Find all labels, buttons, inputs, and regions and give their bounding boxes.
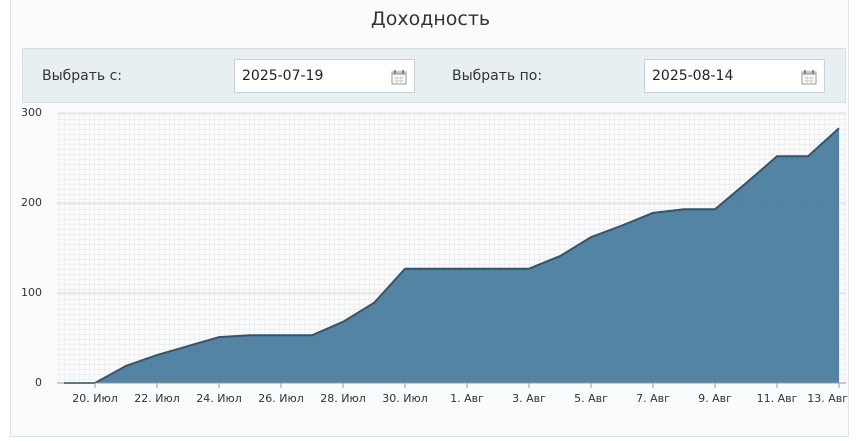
x-tick-label: 22. Июл — [134, 392, 180, 405]
filter-bar: Выбрать с: 2025-07-19 Выбрать по: 2025-0… — [22, 48, 846, 103]
x-tick-label: 7. Авг — [636, 392, 670, 405]
x-tick-label: 1. Авг — [450, 392, 484, 405]
to-label: Выбрать по: — [452, 68, 543, 84]
y-tick-label: 200 — [21, 196, 42, 209]
calendar-icon[interactable] — [391, 69, 407, 85]
x-tick-label: 28. Июл — [320, 392, 366, 405]
x-tick-label: 26. Июл — [258, 392, 304, 405]
y-tick-label: 0 — [35, 376, 42, 389]
to-value: 2025-08-14 — [652, 68, 734, 84]
y-tick-label: 100 — [21, 286, 42, 299]
from-value: 2025-07-19 — [242, 68, 324, 84]
calendar-icon[interactable] — [801, 69, 817, 85]
x-tick-label: 30. Июл — [382, 392, 428, 405]
area-line — [64, 127, 840, 384]
page-title: Доходность — [370, 8, 491, 30]
x-tick-label: 11. Авг — [757, 392, 798, 405]
x-tick-label: 3. Авг — [512, 392, 546, 405]
area — [64, 128, 839, 383]
to-input[interactable]: 2025-08-14 — [644, 59, 825, 93]
x-tick-label: 13. Авг — [807, 392, 848, 405]
x-tick-label: 24. Июл — [196, 392, 242, 405]
x-tick-label: 5. Авг — [574, 392, 608, 405]
from-label: Выбрать с: — [42, 68, 123, 84]
y-tick-label: 300 — [21, 106, 42, 119]
x-tick-label: 20. Июл — [72, 392, 118, 405]
from-input[interactable]: 2025-07-19 — [234, 59, 415, 93]
x-tick-label: 9. Авг — [698, 392, 732, 405]
